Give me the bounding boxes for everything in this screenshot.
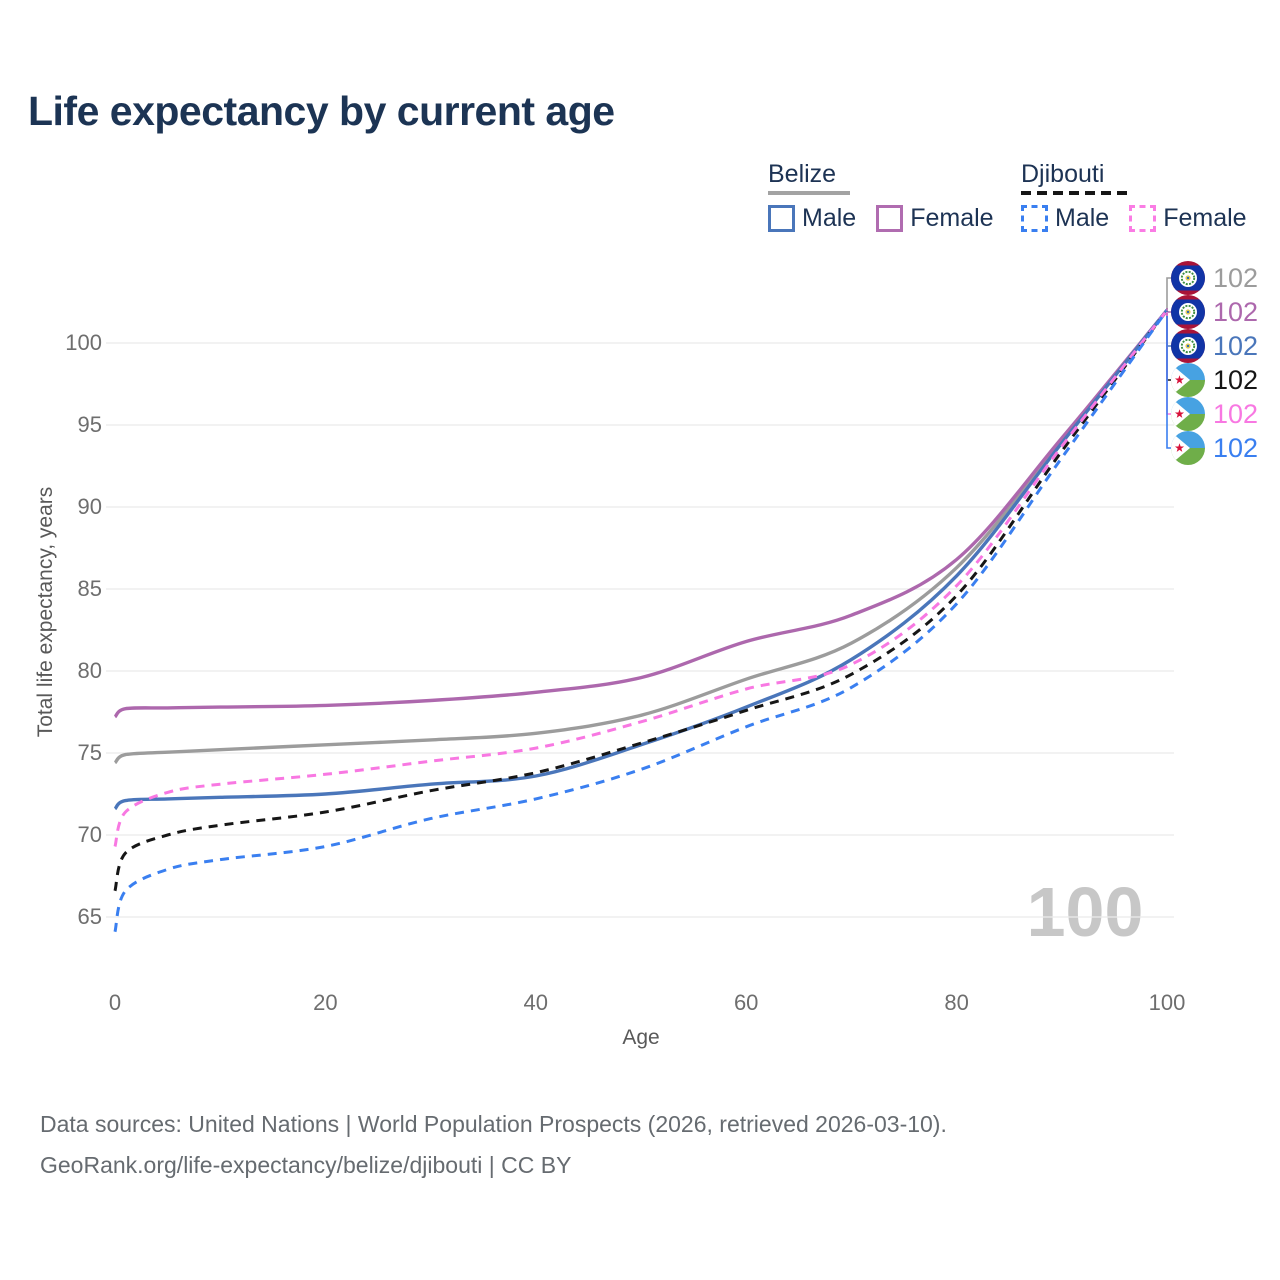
x-tick-40: 40 [523, 990, 549, 1015]
end-label-row: 102 [1171, 261, 1258, 295]
end-label-value: 102 [1213, 432, 1259, 463]
age-watermark: 100 [1026, 873, 1144, 951]
x-tick-0: 0 [108, 990, 122, 1015]
x-tick-20: 20 [313, 990, 338, 1015]
legend-swatch-icon [1129, 205, 1157, 232]
y-tick-100: 100 [65, 330, 102, 355]
page-title: Life expectancy by current age [28, 88, 615, 134]
footer-attribution: GeoRank.org/life-expectancy/belize/djibo… [40, 1152, 572, 1178]
belize-flag-icon [1171, 295, 1205, 329]
end-label-value: 102 [1213, 330, 1259, 361]
djibouti-flag-icon [1171, 363, 1205, 397]
series-line-djibouti-male[interactable] [113, 309, 1169, 933]
djibouti-flag-icon [1171, 397, 1205, 431]
end-label-row: 102 [1171, 363, 1258, 397]
end-label-row: 102 [1171, 329, 1258, 363]
y-tick-70: 70 [77, 822, 102, 847]
y-tick-85: 85 [77, 576, 102, 601]
y-tick-90: 90 [77, 494, 102, 519]
leader-line-belize-all [1166, 277, 1172, 309]
legend-entry-label: Female [910, 204, 994, 232]
legend-entry-label: Male [802, 204, 857, 232]
x-tick-80: 80 [944, 990, 969, 1015]
legend-country-label-belize: Belize [768, 160, 837, 188]
end-label-row: 102 [1171, 295, 1258, 329]
legend-group-belize: Belize Male Female [768, 160, 994, 233]
end-label-value: 102 [1213, 364, 1259, 395]
legend-entry-belize-female[interactable]: Female [876, 204, 994, 233]
legend-entry-label: Female [1163, 204, 1247, 232]
legend-entry-label: Male [1055, 204, 1110, 232]
x-tick-60: 60 [733, 990, 759, 1015]
footer: Data sources: United Nations | World Pop… [40, 1104, 947, 1186]
series-line-belize-male[interactable] [113, 309, 1169, 811]
series-line-belize-all[interactable] [113, 309, 1169, 765]
legend-swatch-icon [768, 205, 795, 232]
belize-flag-icon [1171, 261, 1205, 295]
series-line-belize-female[interactable] [113, 309, 1169, 719]
footer-data-sources: Data sources: United Nations | World Pop… [40, 1111, 947, 1137]
end-label-value: 102 [1213, 296, 1259, 327]
end-label-value: 102 [1213, 398, 1259, 429]
legend-country-label-djibouti: Djibouti [1021, 160, 1105, 188]
legend-dashed-line-swatch [1021, 191, 1129, 195]
end-label-row: 102 [1171, 397, 1258, 431]
legend-swatch-icon [876, 205, 904, 232]
y-tick-75: 75 [77, 740, 102, 765]
legend-entry-djibouti-female[interactable]: Female [1129, 204, 1247, 233]
end-label-value: 102 [1213, 262, 1259, 293]
y-tick-65: 65 [77, 904, 102, 929]
x-tick-100: 100 [1148, 990, 1186, 1015]
y-tick-95: 95 [77, 412, 102, 437]
series-line-djibouti-all[interactable] [113, 309, 1169, 892]
end-label-row: 102 [1171, 431, 1258, 465]
y-tick-80: 80 [77, 658, 102, 683]
legend-entry-djibouti-male[interactable]: Male [1021, 204, 1109, 233]
x-axis-title: Age [622, 1026, 660, 1049]
series-line-djibouti-female[interactable] [113, 309, 1169, 847]
legend-solid-line-swatch [768, 191, 850, 195]
legend-swatch-icon [1021, 205, 1048, 232]
leader-line-djibouti-male [1166, 316, 1172, 449]
belize-flag-icon [1171, 329, 1205, 363]
legend-entry-belize-male[interactable]: Male [768, 204, 856, 233]
legend-group-djibouti: Djibouti Male Female [1021, 160, 1247, 233]
djibouti-flag-icon [1171, 431, 1205, 465]
